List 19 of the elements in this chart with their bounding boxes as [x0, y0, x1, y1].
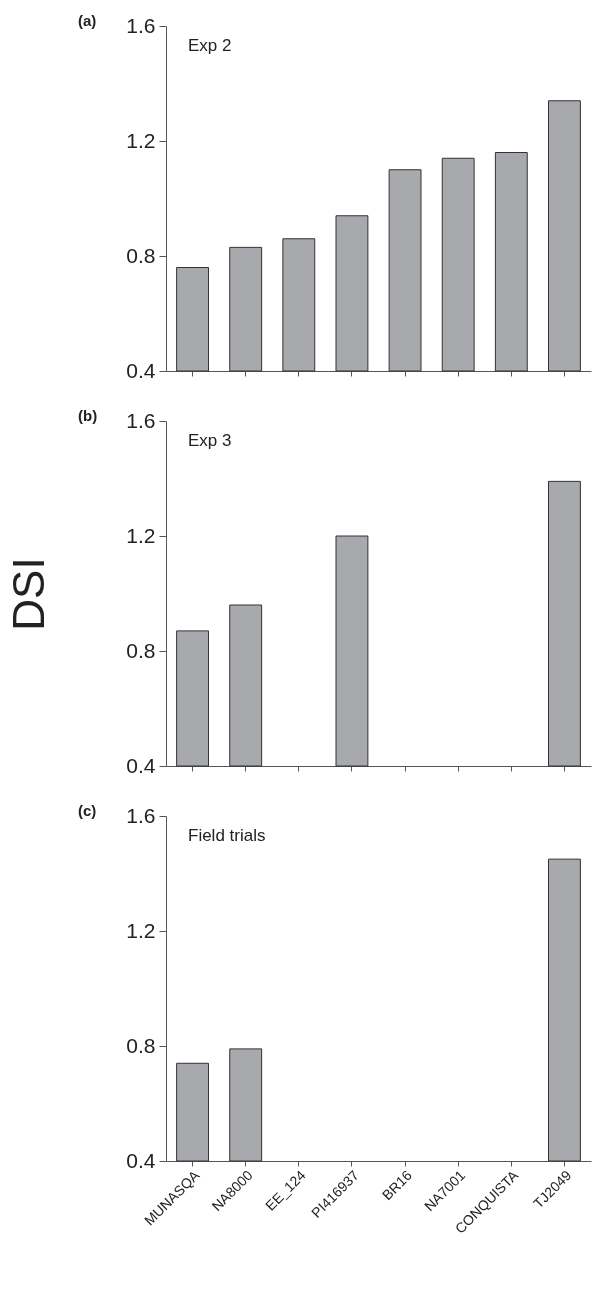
y-tick-label: 0.4 [126, 1148, 156, 1172]
y-tick-label: 0.8 [126, 1033, 156, 1057]
y-tick-label: 0.4 [126, 753, 156, 777]
y-tick-label: 1.6 [126, 408, 156, 432]
annotation: Exp 2 [188, 36, 232, 55]
chart-title: (c) [78, 802, 97, 819]
y-tick-label: 0.8 [126, 638, 156, 662]
chart-title: (b) [78, 407, 98, 424]
chart-title: (a) [78, 12, 97, 29]
annotation: Exp 3 [188, 431, 232, 450]
y-tick-label: 1.2 [126, 918, 156, 942]
y-axis-title: DSI [3, 557, 53, 631]
y-tick-label: 1.2 [126, 523, 156, 547]
y-tick-label: 0.4 [126, 358, 156, 382]
y-tick-label: 0.8 [126, 243, 156, 267]
y-tick-label: 1.2 [126, 128, 156, 152]
y-tick-label: 1.6 [126, 803, 156, 827]
annotation: Field trials [188, 826, 266, 845]
y-tick-label: 1.6 [126, 13, 156, 37]
